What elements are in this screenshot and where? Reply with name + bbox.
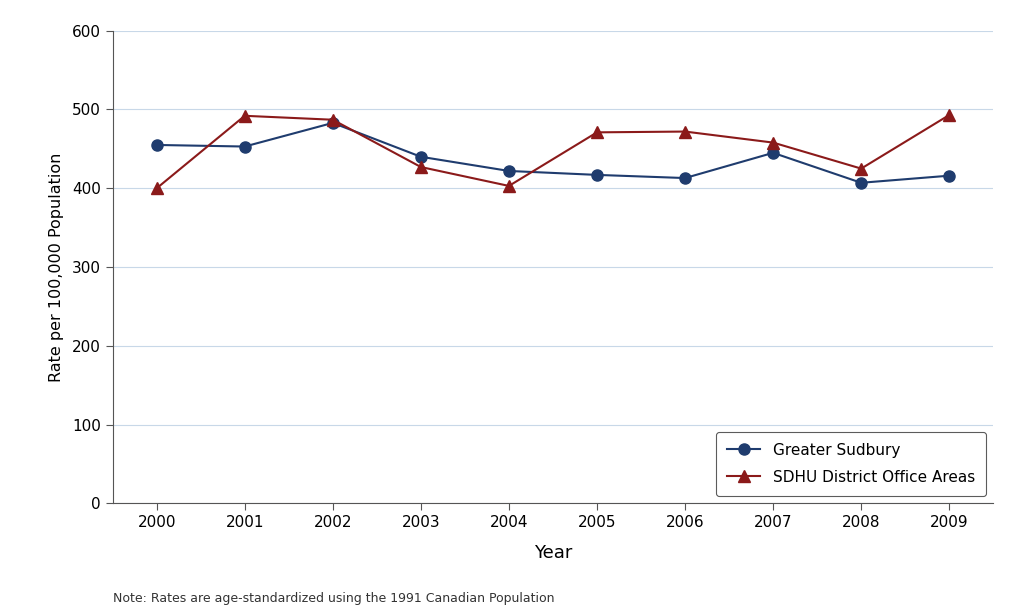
Legend: Greater Sudbury, SDHU District Office Areas: Greater Sudbury, SDHU District Office Ar…: [716, 432, 986, 496]
Y-axis label: Rate per 100,000 Population: Rate per 100,000 Population: [48, 152, 63, 382]
Text: Note: Rates are age-standardized using the 1991 Canadian Population: Note: Rates are age-standardized using t…: [113, 592, 554, 605]
X-axis label: Year: Year: [534, 544, 572, 562]
